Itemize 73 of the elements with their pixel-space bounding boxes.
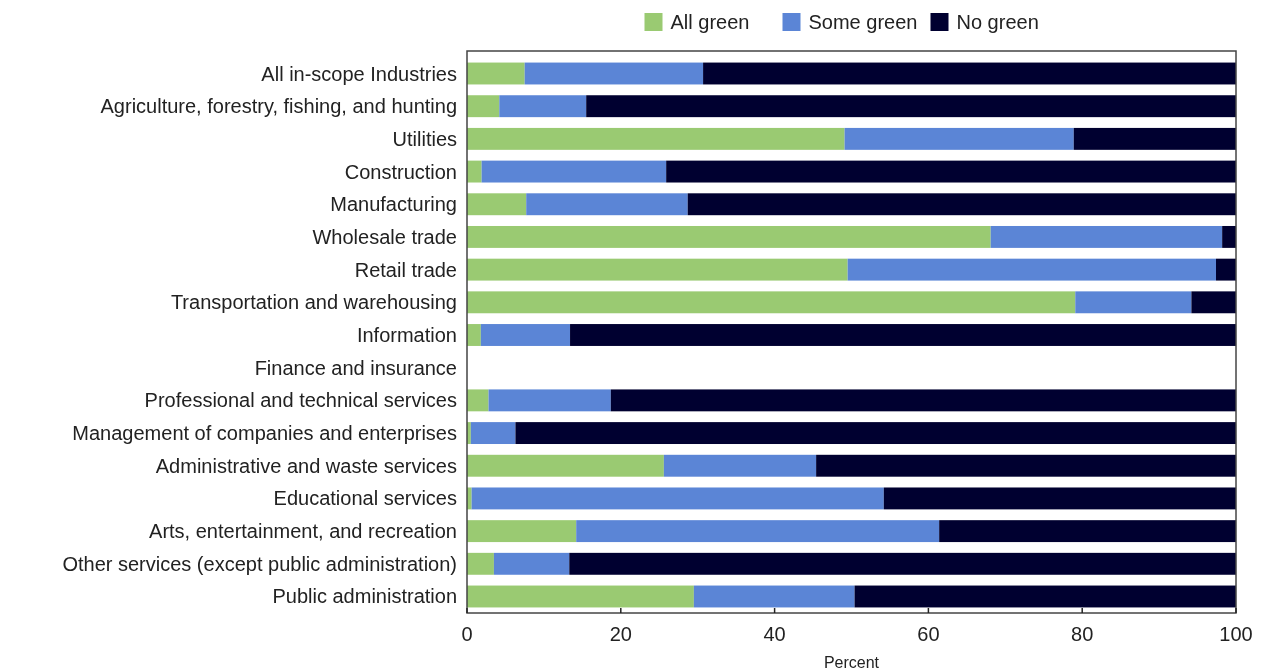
bar	[687, 193, 1236, 216]
x-tick-label: 80	[1071, 623, 1094, 645]
bar	[570, 324, 1236, 346]
y-tick-label: Utilities	[392, 127, 457, 150]
bar	[663, 454, 817, 477]
bar	[666, 160, 1236, 183]
bar	[939, 520, 1236, 543]
bar	[499, 95, 587, 118]
bar	[467, 324, 481, 346]
legend-label: All green	[670, 11, 750, 33]
y-tick-label: All in-scope Industries	[261, 62, 457, 85]
bar	[569, 552, 1236, 575]
y-tick-label: Manufacturing	[330, 193, 457, 216]
y-tick-label: Agriculture, forestry, fishing, and hunting	[100, 95, 457, 118]
bar	[703, 62, 1236, 85]
bar	[467, 160, 482, 183]
bar	[467, 520, 577, 543]
x-axis-title: Percent	[823, 654, 880, 671]
bar	[854, 585, 1236, 608]
bar	[990, 225, 1223, 248]
y-tick-label: Management of companies and enterprises	[72, 422, 457, 445]
bar	[467, 193, 527, 216]
bar	[693, 585, 855, 608]
bar	[467, 62, 525, 85]
bar	[467, 258, 848, 281]
bar	[816, 454, 1236, 477]
y-tick-label: Educational services	[273, 487, 457, 510]
y-tick-label: Wholesale trade	[312, 225, 457, 248]
y-tick-label: Transportation and warehousing	[170, 291, 457, 314]
x-tick-label: 100	[1219, 623, 1253, 645]
bar	[515, 422, 1236, 445]
bar	[467, 552, 494, 575]
bar	[1073, 127, 1236, 150]
y-tick-label: Administrative and waste services	[155, 454, 457, 477]
y-tick-label: Construction	[344, 160, 457, 183]
bar	[1222, 225, 1236, 248]
bar	[493, 552, 570, 575]
bar	[1075, 291, 1192, 314]
bar	[576, 520, 940, 543]
bar	[481, 160, 667, 183]
x-tick-label: 40	[763, 623, 786, 645]
bar	[467, 225, 991, 248]
bar	[480, 324, 571, 346]
x-tick-label: 0	[461, 623, 473, 645]
y-tick-label: Arts, entertainment, and recreation	[149, 520, 457, 543]
bar	[471, 487, 884, 510]
bar	[467, 454, 664, 477]
bar	[1191, 291, 1236, 314]
bar	[467, 291, 1076, 314]
legend-label: Some green	[808, 11, 918, 33]
bar	[467, 95, 500, 118]
bar	[844, 127, 1074, 150]
bar	[586, 95, 1236, 118]
y-tick-label: Public administration	[272, 585, 457, 608]
bar	[526, 193, 688, 216]
bar	[1216, 258, 1236, 281]
y-tick-label: Information	[356, 324, 457, 346]
bar	[883, 487, 1236, 510]
y-tick-label: Finance and insurance	[254, 356, 457, 379]
bar	[524, 62, 704, 85]
bar	[467, 585, 694, 608]
legend-label: No green	[956, 11, 1039, 33]
bar	[467, 127, 845, 150]
y-tick-label: Other services (except public administration)	[62, 552, 457, 575]
x-tick-label: 20	[609, 623, 632, 645]
bar	[470, 422, 516, 445]
y-tick-label: Professional and technical services	[144, 389, 457, 412]
y-tick-label: Retail trade	[354, 258, 457, 281]
bar	[488, 389, 611, 412]
bar	[610, 389, 1236, 412]
bar	[467, 389, 489, 412]
x-tick-label: 60	[917, 623, 940, 645]
bar	[847, 258, 1217, 281]
